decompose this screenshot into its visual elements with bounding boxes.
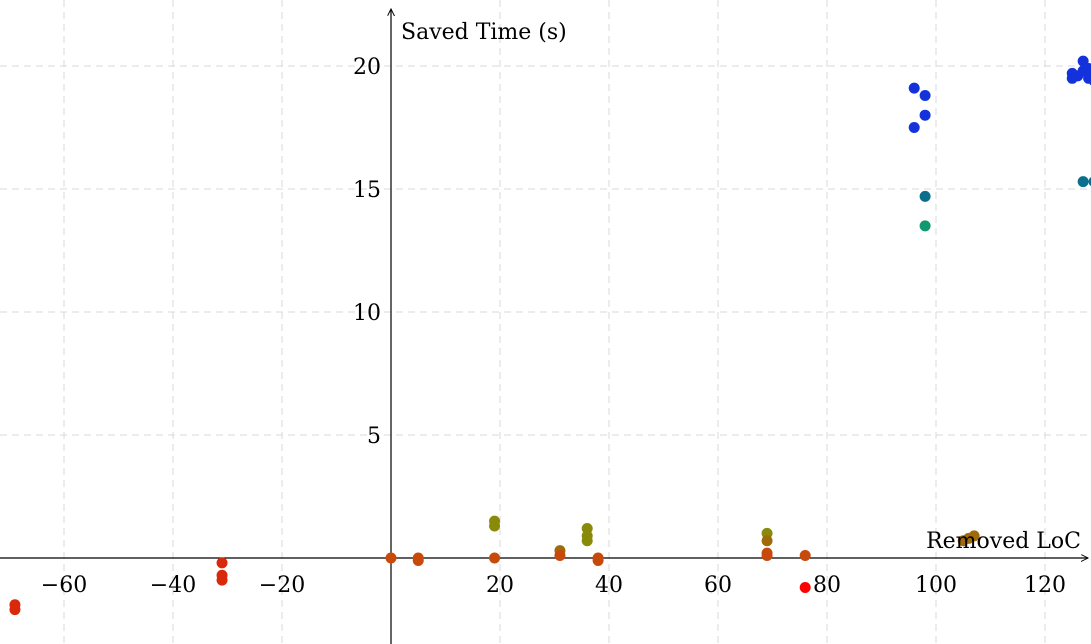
y-tick-label: 15: [353, 178, 381, 203]
data-point: [592, 554, 604, 566]
x-tick-label: −40: [150, 573, 196, 598]
data-point: [919, 190, 931, 202]
data-point: [216, 557, 228, 569]
y-tick-label: 10: [353, 301, 381, 326]
data-point: [1088, 177, 1091, 187]
data-point: [908, 122, 920, 133]
data-point: [1088, 76, 1091, 86]
data-points: [9, 55, 1091, 616]
data-point: [1077, 176, 1089, 188]
x-tick-label: 120: [1024, 573, 1066, 598]
data-point: [9, 604, 21, 616]
x-tick-label: 20: [486, 573, 514, 598]
y-tick-label: 20: [353, 55, 381, 80]
data-point: [385, 552, 397, 564]
data-point: [216, 574, 228, 586]
data-point: [799, 550, 811, 562]
data-point: [581, 535, 593, 547]
x-tick-label: 60: [704, 573, 732, 598]
y-tick-label: 5: [367, 424, 381, 449]
axes: [0, 9, 1088, 644]
x-tick-label: −60: [41, 573, 87, 598]
data-point: [761, 547, 773, 559]
x-axis-label: Removed LoC: [926, 529, 1081, 554]
data-point: [968, 530, 980, 542]
data-point: [919, 220, 931, 232]
data-point: [919, 109, 931, 121]
tick-labels: −60 −40 −20 20 40 60 80 100 120 5 10 15 20: [41, 55, 1066, 598]
data-point: [1083, 62, 1091, 74]
y-axis-label: Saved Time (s): [401, 20, 567, 45]
x-tick-label: 100: [915, 573, 957, 598]
data-point: [489, 552, 501, 564]
data-point: [799, 582, 811, 594]
x-tick-label: 40: [595, 573, 623, 598]
x-tick-label: −20: [259, 573, 305, 598]
data-point: [489, 520, 501, 532]
x-tick-label: 80: [813, 573, 841, 598]
data-point: [412, 554, 424, 566]
data-point: [908, 82, 920, 94]
data-point: [554, 550, 566, 562]
data-point: [761, 535, 773, 547]
data-point: [919, 90, 931, 102]
